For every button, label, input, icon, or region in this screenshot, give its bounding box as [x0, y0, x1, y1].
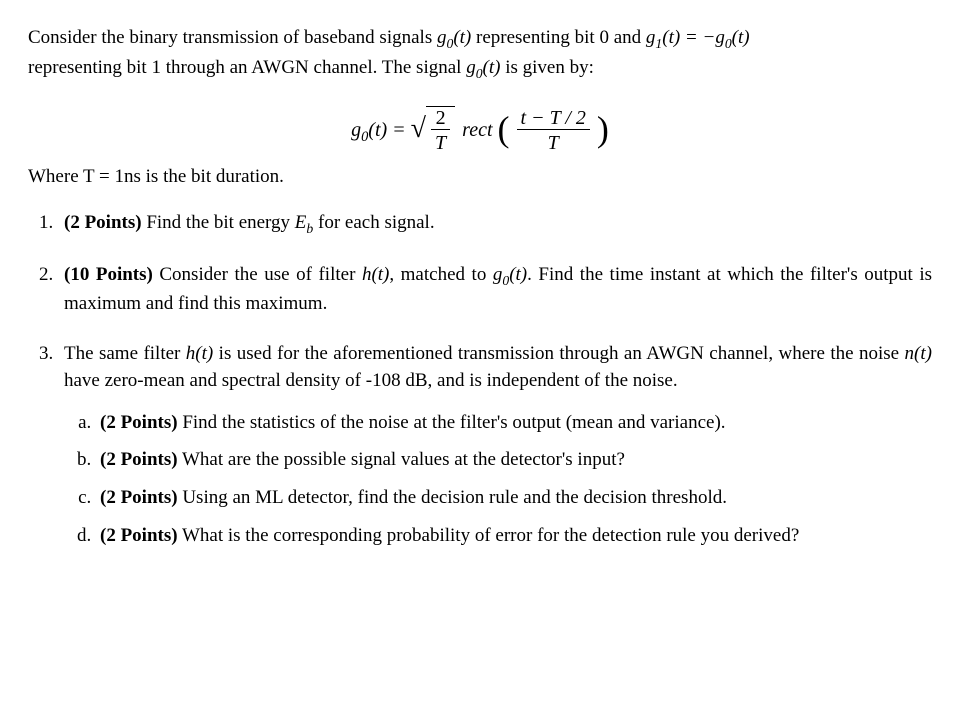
q3c: (2 Points) Using an ML detector, find th… — [96, 484, 932, 512]
q3a: (2 Points) Find the statistics of the no… — [96, 409, 932, 437]
q2-points: (10 Points) — [64, 264, 153, 285]
n-symbol: n(t) — [905, 343, 932, 364]
q3c-text: Using an ML detector, find the decision … — [178, 487, 727, 508]
question-list: (2 Points) Find the bit energy Eb for ea… — [28, 209, 932, 549]
frac-arg: t − T / 2 T — [517, 107, 590, 156]
q3b-points: (2 Points) — [100, 449, 178, 470]
g0-symbol: g0(t) — [437, 27, 471, 48]
q1-text-b: for each signal. — [313, 212, 434, 233]
sqrt-icon: √ 2 T — [411, 106, 456, 156]
eb-symbol: Eb — [295, 212, 313, 233]
eq-lhs: g0(t) = — [351, 119, 411, 141]
q3d-text: What is the corresponding probability of… — [178, 525, 800, 546]
q3b-text: What are the possible signal values at t… — [178, 449, 625, 470]
question-2: (10 Points) Consider the use of filter h… — [58, 261, 932, 318]
intro-text-3: representing bit 1 through an AWGN chann… — [28, 57, 466, 78]
q3-text-a: The same filter — [64, 343, 186, 364]
close-paren-icon: ) — [597, 109, 609, 149]
q3d-points: (2 Points) — [100, 525, 178, 546]
q3b: (2 Points) What are the possible signal … — [96, 446, 932, 474]
intro-text-4: is given by: — [505, 57, 594, 78]
intro-text-1: Consider the binary transmission of base… — [28, 27, 437, 48]
q3-text-b: is used for the aforementioned transmiss… — [213, 343, 904, 364]
h-symbol: h(t) — [362, 264, 389, 285]
q3c-points: (2 Points) — [100, 487, 178, 508]
q3d: (2 Points) What is the corresponding pro… — [96, 522, 932, 550]
q3a-text: Find the statistics of the noise at the … — [178, 412, 726, 433]
g0-symbol-2: g0(t) — [466, 57, 500, 78]
intro-paragraph: Consider the binary transmission of base… — [28, 24, 932, 83]
q3-text-c: have zero-mean and spectral density of -… — [64, 370, 678, 391]
g1-symbol: g1(t) = −g0(t) — [646, 27, 750, 48]
frac-2-over-T: 2 T — [431, 107, 450, 156]
rect-func: rect — [462, 119, 492, 141]
q1-points: (2 Points) — [64, 212, 142, 233]
h-symbol-2: h(t) — [186, 343, 213, 364]
where-line: Where T = 1ns is the bit duration. — [28, 163, 932, 191]
open-paren-icon: ( — [498, 109, 510, 149]
q1-text-a: Find the bit energy — [142, 212, 295, 233]
question-1: (2 Points) Find the bit energy Eb for ea… — [58, 209, 932, 239]
intro-text-2: representing bit 0 and — [476, 27, 646, 48]
question-3: The same filter h(t) is used for the afo… — [58, 340, 932, 549]
q3a-points: (2 Points) — [100, 412, 178, 433]
equation-block: g0(t) = √ 2 T rect ( t − T / 2 T ) — [28, 105, 932, 157]
q3-sublist: (2 Points) Find the statistics of the no… — [64, 409, 932, 549]
q2-text-a: Consider the use of filter — [153, 264, 362, 285]
g0-symbol-3: g0(t) — [493, 264, 527, 285]
q2-text-b: , matched to — [389, 264, 492, 285]
